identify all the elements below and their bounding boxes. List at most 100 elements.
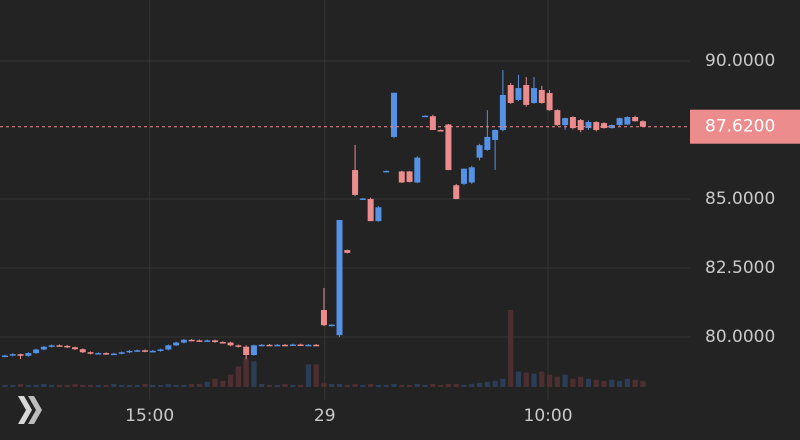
volume-bar (476, 382, 483, 387)
candle-body (546, 93, 553, 111)
candle-body (235, 345, 242, 347)
volume-bar (632, 379, 638, 387)
volume-bar (2, 384, 8, 387)
candle-body (383, 170, 390, 173)
overlay-layer: 90.0000 85.0000 82.5000 80.0000 15:00 29 10:00… (0, 51, 800, 426)
volume-bar (274, 384, 280, 387)
volume-bar (142, 383, 148, 387)
candle-body (134, 350, 141, 352)
volume-bar (87, 384, 94, 387)
candle-body (484, 136, 491, 150)
volume-bar (196, 383, 203, 387)
volume-bar (430, 383, 436, 387)
volume-bar (56, 384, 63, 387)
candle-body (468, 167, 475, 183)
volume-bar (25, 384, 31, 387)
candle-body (359, 198, 366, 200)
volume-bar (181, 384, 187, 387)
volume-bar (173, 384, 179, 387)
candle-body (562, 118, 569, 126)
volume-bar (461, 384, 467, 387)
volume-bar (531, 373, 537, 387)
candle-body (95, 353, 102, 355)
candle-body (367, 199, 374, 222)
candle-body (422, 115, 429, 118)
candle-body (71, 347, 78, 350)
candle-body (173, 342, 180, 346)
candle-body (492, 130, 499, 140)
candle-body (79, 349, 86, 353)
logo-chevron (28, 396, 42, 424)
volume-bar (453, 383, 459, 387)
volume-bar (126, 384, 133, 387)
volume-bar (539, 371, 545, 387)
volume-bar (406, 384, 413, 387)
candle-body (48, 345, 55, 347)
volume-bar (438, 384, 444, 387)
volume-bar (578, 376, 584, 387)
candle-body (165, 345, 172, 350)
candle-body (227, 342, 234, 346)
candle-body (219, 342, 226, 344)
candle-body (476, 145, 483, 158)
candle-body (414, 157, 421, 183)
candle-body (180, 339, 187, 343)
candle-body (126, 350, 133, 353)
volume-bar (212, 378, 218, 387)
candle-body (305, 344, 312, 347)
volume-bar (119, 384, 125, 387)
candle-body (103, 353, 110, 355)
volume-bar (445, 383, 452, 387)
volume-bar (500, 378, 506, 387)
volume-bar (305, 364, 311, 387)
candle-body (320, 310, 327, 326)
candle-body (196, 340, 203, 342)
candle-body (204, 340, 211, 342)
volume-bar (298, 384, 304, 387)
candle-body (87, 352, 94, 354)
volume-bar (103, 384, 109, 387)
candle-body (429, 116, 436, 131)
x-tick-label: 15:00 (125, 406, 174, 426)
candle-body (437, 130, 444, 132)
volume-bar (235, 366, 241, 387)
candle-body (149, 350, 156, 353)
candle-body (64, 345, 71, 348)
volume-bar (134, 384, 140, 387)
volume-bar (10, 384, 16, 387)
candle-body (569, 117, 576, 129)
candle-body (212, 340, 219, 343)
candle-body (352, 170, 359, 195)
candle-body (531, 88, 538, 103)
candle-body (507, 85, 514, 103)
y-tick-label: 80.0000 (705, 327, 775, 347)
volume-bar (266, 384, 273, 387)
candle-body (40, 346, 47, 350)
volume-bar (593, 379, 599, 387)
volume-bar (360, 384, 366, 387)
candle-body (274, 344, 281, 347)
volume-bar (609, 379, 615, 387)
candle-body (639, 121, 646, 127)
candle-body (445, 124, 452, 171)
volume-bar (336, 383, 343, 387)
volume-bar (562, 374, 568, 387)
volume-bar (515, 371, 522, 387)
volume-bar (640, 380, 646, 387)
volume-bar (290, 384, 296, 387)
volume-bar (220, 380, 226, 387)
volume-bar (95, 384, 101, 387)
candle-body (266, 344, 273, 347)
volume-bar (570, 378, 576, 387)
volume-bar (313, 364, 319, 387)
candle-body (390, 92, 397, 137)
candle-body (460, 168, 467, 184)
y-tick-label: 82.5000 (705, 258, 775, 278)
volume-bar (484, 381, 490, 387)
candle-body (585, 122, 592, 129)
volume-bar (64, 384, 70, 387)
candle-body (56, 345, 63, 347)
candle-body (188, 339, 195, 342)
candle-body (632, 117, 639, 122)
